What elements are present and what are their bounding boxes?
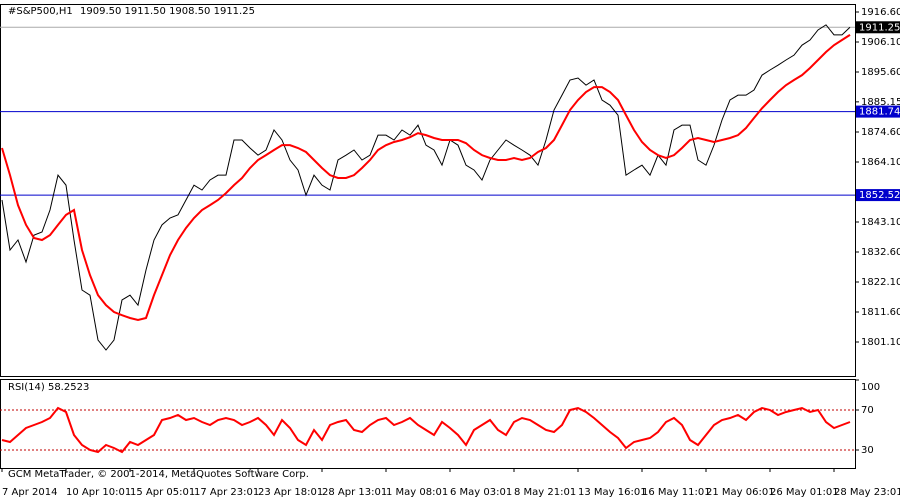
x-tick-label: 17 Apr 23:01 [194,487,259,498]
x-tick-label: 15 Apr 05:01 [130,487,195,498]
footer: GCM MetaTrader, © 2001-2014, MetaQuotes … [8,469,309,480]
level-label-box [856,189,900,202]
x-tick-label: 10 Apr 10:01 [66,487,131,498]
line [1,34,851,322]
y-tick-label: 1832.60 [861,247,900,258]
x-tick-label: 16 May 11:01 [642,487,711,498]
x-tick-label: 21 May 06:01 [706,487,775,498]
y-tick-label: 1874.60 [861,127,900,138]
y-tick-label: 1811.60 [861,307,900,318]
rsi-frame [0,379,856,469]
chart-subtitle: 1909.50 1911.50 1908.50 1911.25 [80,6,255,17]
y-tick-label: 1864.10 [861,157,900,168]
x-tick-label: 28 May 23:01 [834,487,900,498]
x-tick-label: 13 May 16:01 [578,487,647,498]
y-tick-label: 1895.60 [861,67,900,78]
x-tick-label: 7 Apr 2014 [2,487,57,498]
level-label: 1852.52 [859,190,900,201]
y-tick-label: 1843.10 [861,217,900,228]
line [1,24,851,351]
y-tick-label: 1885.15 [861,97,900,108]
y-tick-label: 100 [861,382,880,393]
x-tick-label: 1 May 08:01 [386,487,448,498]
level-label-box [856,105,900,118]
y-tick-label: 1916.60 [861,7,900,18]
y-tick-label: 1906.10 [861,37,900,48]
level-label: 1881.74 [859,107,900,118]
x-tick-label: 28 Apr 13:01 [322,487,387,498]
chart-title: #S&P500,H1 [8,6,73,17]
x-tick-label: 26 May 01:01 [770,487,839,498]
main-frame [0,4,856,377]
x-tick-label: 8 May 21:01 [514,487,576,498]
y-tick-label: 1822.10 [861,277,900,288]
y-tick-label: 1801.10 [861,337,900,348]
price-label-box [856,21,900,34]
y-tick-label: 70 [861,405,874,416]
line [1,406,851,454]
x-tick-label: 6 May 03:01 [450,487,512,498]
price-label: 1911.25 [859,22,900,33]
y-tick-label: 30 [861,445,874,456]
rsi-title: RSI(14) 58.2523 [8,382,89,393]
x-tick-label: 23 Apr 18:01 [258,487,323,498]
